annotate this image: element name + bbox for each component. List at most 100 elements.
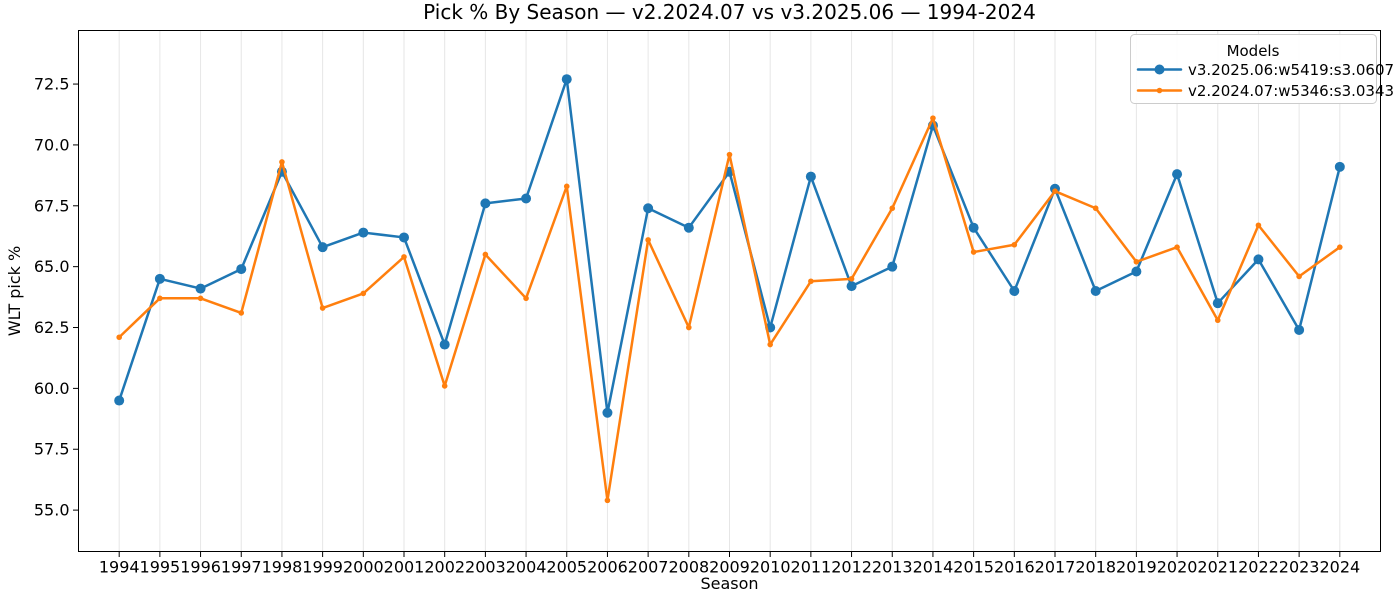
y-tick-label: 70.0 [34, 135, 70, 154]
data-point-marker [358, 227, 369, 238]
y-axis-ticks: 55.0 57.5 60.0 62.5 65.0 67.5 70.0 72.5 [34, 75, 79, 520]
plot-series [114, 74, 1345, 504]
data-point-marker [279, 159, 285, 165]
data-point-marker [116, 334, 122, 341]
data-point-marker [1334, 161, 1345, 172]
data-point-marker [1214, 317, 1221, 324]
x-tick-label: 1998 [262, 558, 303, 577]
data-point-marker [482, 251, 489, 258]
y-tick-label: 62.5 [34, 318, 70, 337]
data-point-marker [1174, 244, 1180, 250]
gridlines [118, 30, 1341, 552]
x-tick-label: 2012 [831, 558, 872, 577]
data-point-marker [1009, 286, 1020, 296]
x-axis-label: Season [700, 574, 758, 593]
legend-swatch-marker [1154, 64, 1165, 75]
x-tick-label: 2006 [587, 558, 628, 577]
data-point-marker [563, 183, 570, 190]
data-point-marker [1011, 241, 1018, 248]
data-point-marker [236, 264, 247, 275]
legend-title: Models [1227, 42, 1280, 60]
y-tick-label: 72.5 [34, 75, 70, 94]
x-tick-label: 2011 [791, 558, 832, 577]
x-tick-label: 2002 [424, 558, 465, 577]
x-tick-label: 2019 [1116, 558, 1157, 577]
x-tick-label: 1997 [221, 558, 262, 577]
x-tick-label: 2023 [1279, 558, 1320, 577]
x-tick-label: 2021 [1197, 558, 1238, 577]
data-point-marker [154, 273, 165, 284]
data-point-marker [1131, 266, 1142, 277]
data-point-marker [441, 383, 448, 389]
x-tick-label: 2016 [994, 558, 1035, 577]
data-point-marker [238, 310, 245, 316]
data-point-marker [399, 232, 409, 243]
chart-title: Pick % By Season — v2.2024.07 vs v3.2025… [423, 0, 1036, 24]
data-point-marker [1296, 273, 1302, 280]
legend-swatch-marker [1156, 87, 1163, 94]
data-point-marker [970, 249, 977, 255]
x-tick-label: 1994 [99, 558, 140, 577]
data-point-marker [401, 254, 407, 260]
data-point-marker [197, 295, 204, 302]
x-tick-label: 2004 [506, 558, 547, 577]
data-point-marker [686, 324, 692, 331]
data-point-marker [523, 295, 529, 302]
x-tick-label: 1996 [180, 558, 221, 577]
data-point-marker [726, 151, 733, 158]
data-point-marker [805, 171, 816, 182]
data-point-marker [1172, 169, 1183, 180]
data-point-marker [195, 283, 206, 294]
y-axis-label: WLT pick % [5, 246, 24, 336]
data-point-marker [602, 407, 613, 418]
data-point-marker [889, 205, 896, 212]
data-point-marker [1253, 254, 1264, 265]
x-tick-label: 2020 [1157, 558, 1198, 577]
data-point-marker [1052, 188, 1058, 194]
x-tick-label: 2013 [872, 558, 913, 577]
data-point-marker [114, 395, 125, 406]
data-point-marker [317, 242, 328, 253]
x-tick-label: 2014 [913, 558, 954, 577]
data-point-marker [1255, 222, 1262, 229]
x-tick-label: 2000 [343, 558, 384, 577]
data-point-marker [767, 341, 773, 348]
data-point-marker [1090, 286, 1101, 296]
data-point-marker [360, 290, 367, 297]
data-point-marker [521, 193, 532, 204]
x-tick-label: 2018 [1075, 558, 1116, 577]
data-point-marker [1294, 324, 1305, 335]
x-tick-label: 2017 [1035, 558, 1076, 577]
x-tick-label: 2005 [546, 558, 587, 577]
x-tick-label: 2001 [384, 558, 425, 577]
data-point-marker [930, 115, 936, 121]
x-tick-label: 2022 [1238, 558, 1279, 577]
legend-entry-label: v3.2025.06:w5419:s3.0607 [1188, 61, 1394, 79]
data-point-marker [848, 276, 855, 282]
x-tick-label: 2015 [953, 558, 994, 577]
legend: Models v3.2025.06:w5419:s3.0607 v2.2024.0… [1130, 34, 1394, 104]
data-point-marker [480, 198, 491, 209]
data-point-marker [645, 237, 651, 243]
data-point-marker [1133, 258, 1140, 265]
data-point-marker [887, 261, 898, 272]
x-tick-label: 2009 [709, 558, 750, 577]
x-tick-label: 2003 [465, 558, 506, 577]
data-point-marker [319, 305, 326, 311]
legend-entries: v3.2025.06:w5419:s3.0607 v2.2024.07:w5346… [1136, 61, 1394, 100]
y-tick-label: 60.0 [34, 379, 70, 398]
legend-entry-label: v2.2024.07:w5346:s3.0343 [1188, 82, 1394, 100]
data-point-marker [683, 222, 694, 233]
x-tick-label: 2008 [668, 558, 709, 577]
x-tick-label: 2007 [628, 558, 669, 577]
x-tick-label: 2024 [1319, 558, 1360, 577]
y-tick-label: 67.5 [34, 196, 70, 215]
data-point-marker [1337, 244, 1343, 250]
data-point-marker [561, 74, 572, 85]
x-tick-label: 1995 [140, 558, 181, 577]
data-point-marker [439, 339, 450, 350]
data-point-marker [808, 278, 814, 285]
data-point-marker [846, 281, 857, 292]
